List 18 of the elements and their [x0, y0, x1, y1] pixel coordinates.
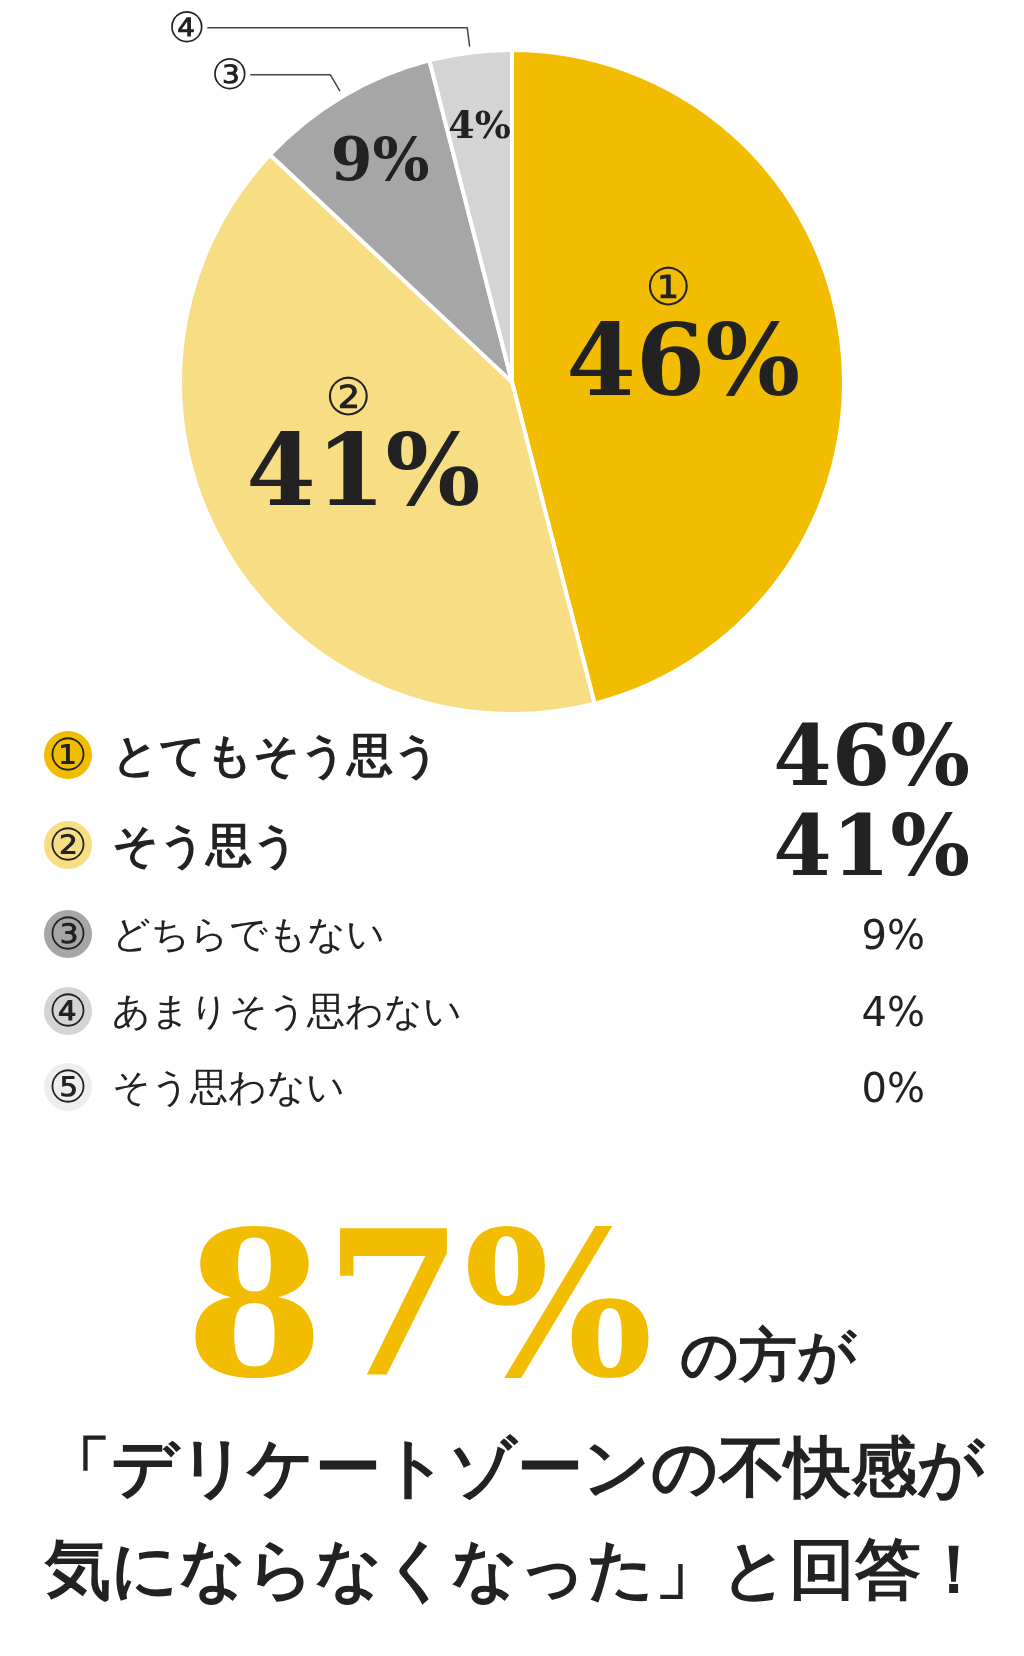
data-label: 9% [330, 124, 430, 195]
legend-label: そう思わない [112, 1065, 345, 1110]
legend-label: あまりそう思わない [112, 989, 462, 1034]
legend-label: そう思う [112, 818, 299, 873]
text: ① [48, 729, 88, 780]
text: ④ [48, 985, 88, 1036]
data-label: 4% [448, 102, 511, 148]
legend-label: どちらでもない [112, 912, 385, 957]
text: ④ [168, 2, 207, 52]
text: 4% [861, 989, 925, 1035]
text: 0% [861, 1065, 925, 1111]
text: ③ [211, 49, 250, 99]
text: 9% [861, 912, 925, 958]
legend-label: とてもそう思う [112, 728, 440, 783]
text: ② [48, 819, 88, 870]
message: 87%の方が 「デリケートゾーンの不快感が 気にならなくなった」と回答！ [45, 1187, 987, 1608]
text: ⑤ [48, 1061, 88, 1112]
text: ③ [48, 908, 88, 959]
